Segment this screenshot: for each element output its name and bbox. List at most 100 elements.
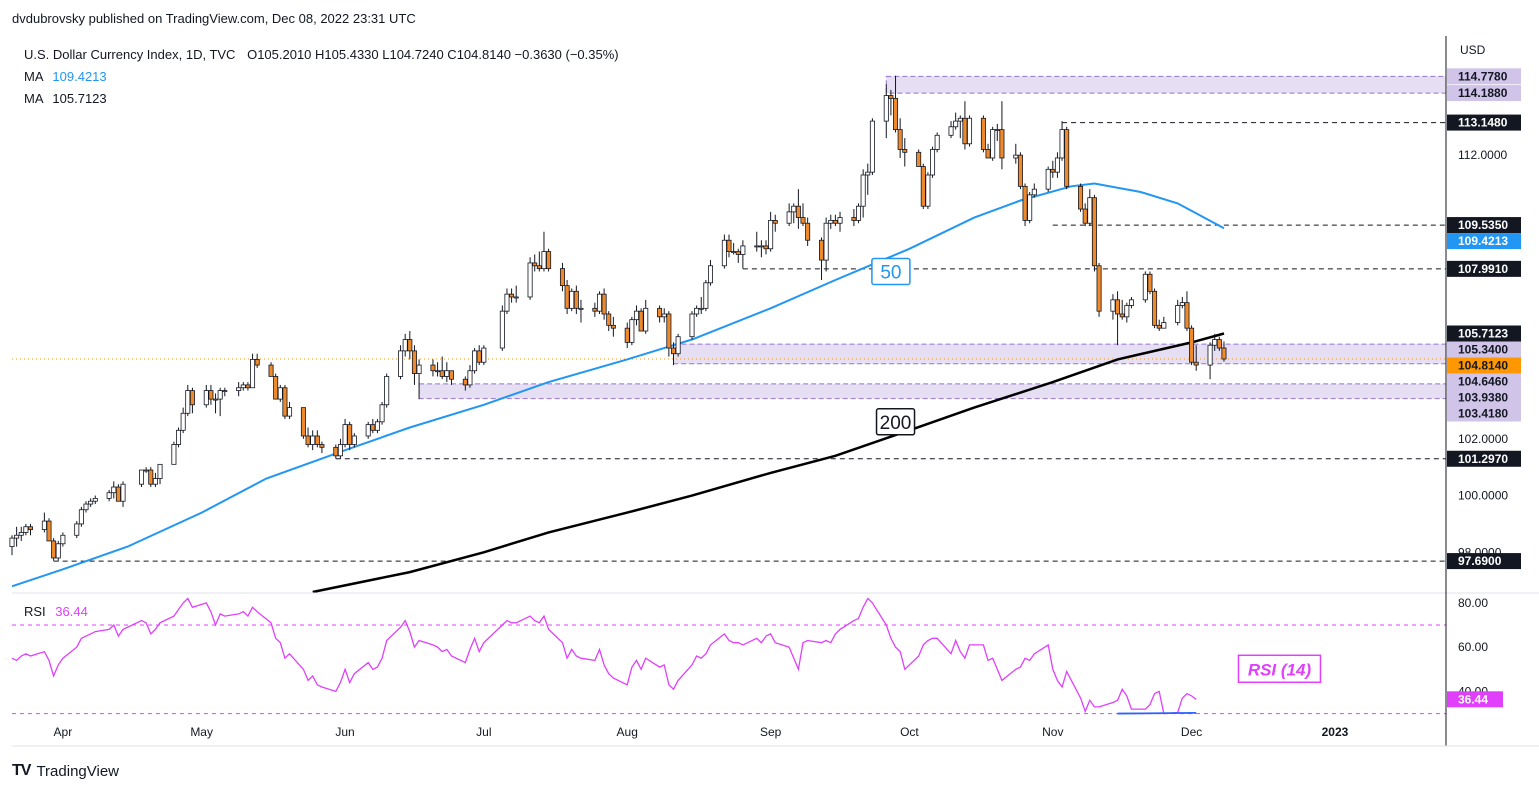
- price-label-text: 114.7780: [1458, 69, 1508, 83]
- candle-body: [14, 534, 20, 539]
- candle-body: [1115, 299, 1121, 315]
- candle-body: [694, 307, 700, 315]
- candle-body: [1175, 305, 1181, 323]
- candle-body: [819, 239, 825, 261]
- ma-annotation-text: 50: [880, 262, 901, 283]
- candle-body: [856, 205, 862, 221]
- candle-body: [786, 211, 792, 224]
- price-label-bg: [1447, 373, 1521, 390]
- candle-body: [439, 370, 445, 377]
- price-label-text: 104.8140: [1458, 359, 1508, 373]
- candle-body: [1156, 324, 1162, 329]
- candle-body: [185, 390, 191, 414]
- candle-body: [176, 429, 182, 445]
- x-tick-label: Nov: [1042, 725, 1063, 739]
- candle-body: [592, 307, 598, 312]
- candle-body: [698, 307, 704, 310]
- rsi-last-bg: [1447, 691, 1503, 708]
- candle-body: [9, 537, 15, 548]
- candle-body: [703, 282, 709, 309]
- candle-body: [74, 523, 80, 536]
- candle-body: [643, 307, 649, 332]
- legend-ma1-row: MA 109.4213: [24, 66, 619, 88]
- candle-body: [273, 376, 279, 400]
- candle-body: [800, 217, 806, 224]
- price-label-bg: [1447, 341, 1521, 358]
- candle-body: [55, 543, 61, 559]
- zone-rect: [418, 383, 1447, 400]
- candle-body: [462, 378, 468, 386]
- price-label-text: 109.4213: [1458, 234, 1508, 248]
- price-label-bg: [1447, 114, 1521, 131]
- candle-body: [189, 390, 195, 406]
- candle-body: [254, 358, 260, 366]
- y-tick-label: 102.0000: [1458, 432, 1508, 446]
- price-label-bg: [1447, 325, 1521, 342]
- x-tick-label: Jun: [335, 725, 354, 739]
- candle-body: [1091, 197, 1097, 267]
- price-label-bg: [1447, 260, 1521, 277]
- x-tick-label: Aug: [617, 725, 638, 739]
- candle-body: [208, 390, 214, 400]
- candle-body: [305, 435, 311, 445]
- candle-body: [860, 174, 866, 207]
- candle-body: [148, 469, 154, 485]
- candle-body: [596, 293, 602, 312]
- ma1-value: 109.4213: [52, 69, 107, 84]
- ohlc-values: O105.2010 H105.4330 L104.7240 C104.8140 …: [247, 47, 619, 62]
- y-tick-label: 100.0000: [1458, 489, 1508, 503]
- candle-body: [994, 129, 1000, 132]
- candle-body: [310, 435, 316, 445]
- x-tick-label: Oct: [900, 725, 919, 739]
- price-label-text: 103.9380: [1458, 391, 1508, 405]
- zone-rect: [672, 343, 1447, 365]
- candle-body: [564, 285, 570, 309]
- candle-body: [384, 376, 390, 406]
- x-tick-label: May: [190, 725, 213, 739]
- candle-body: [92, 497, 98, 502]
- candle-body: [1184, 302, 1190, 329]
- candle-body: [268, 364, 274, 377]
- candle-body: [157, 463, 163, 479]
- candle-body: [828, 219, 834, 224]
- candle-body: [536, 265, 542, 270]
- candle-body: [1050, 168, 1056, 173]
- candle-body: [1152, 290, 1158, 326]
- price-label-text: 113.1480: [1458, 116, 1508, 130]
- candle-body: [670, 347, 676, 355]
- candle-body: [18, 532, 24, 536]
- candle-body: [573, 290, 579, 309]
- candle-body: [1045, 168, 1051, 190]
- candle-body: [795, 205, 801, 218]
- candle-body: [869, 120, 875, 173]
- candle-body: [791, 205, 797, 213]
- candle-body: [980, 117, 986, 150]
- candle-body: [435, 370, 441, 373]
- legend-symbol-row: U.S. Dollar Currency Index, 1D, TVC O105…: [24, 44, 619, 66]
- candle-body: [171, 444, 177, 465]
- price-label-bg: [1447, 68, 1521, 85]
- candle-body: [337, 444, 343, 457]
- candle-body: [60, 534, 66, 545]
- price-label-bg: [1447, 357, 1521, 374]
- candle-body: [509, 293, 515, 298]
- candle-body: [578, 307, 584, 310]
- candle-body: [1078, 185, 1084, 210]
- candle-body: [916, 151, 922, 167]
- candle-body: [666, 313, 672, 349]
- candle-body: [444, 370, 450, 377]
- tradingview-footer[interactable]: TV TradingView: [12, 762, 119, 780]
- rsi-annotation-box: [1237, 654, 1322, 684]
- candle-body: [180, 412, 186, 431]
- horizontal-levels: [12, 122, 1446, 562]
- candle-body: [416, 364, 422, 374]
- candle-body: [1110, 299, 1116, 312]
- rsi-tick-label: 80.00: [1458, 596, 1488, 610]
- candle-body: [1216, 339, 1222, 349]
- zone-rect: [885, 75, 1447, 94]
- candle-body: [930, 149, 936, 176]
- candle-body: [111, 486, 117, 494]
- price-label-text: 101.2970: [1458, 452, 1508, 466]
- candle-body: [541, 251, 547, 270]
